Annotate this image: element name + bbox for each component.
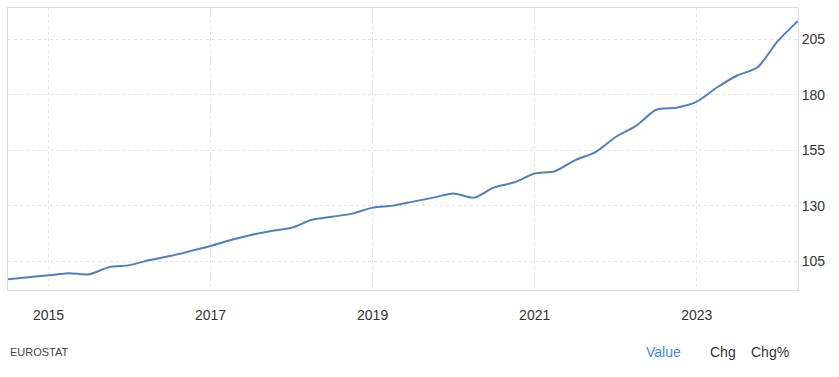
svg-text:2019: 2019 (357, 307, 388, 323)
svg-text:Chg%: Chg% (751, 344, 789, 360)
svg-text:2017: 2017 (195, 307, 226, 323)
svg-text:155: 155 (802, 142, 826, 158)
svg-text:105: 105 (802, 253, 826, 269)
svg-text:2023: 2023 (681, 307, 712, 323)
svg-text:Chg: Chg (710, 344, 736, 360)
svg-text:180: 180 (802, 87, 826, 103)
svg-text:2015: 2015 (33, 307, 64, 323)
svg-text:2021: 2021 (519, 307, 550, 323)
svg-text:205: 205 (802, 31, 826, 47)
svg-text:130: 130 (802, 198, 826, 214)
svg-text:Value: Value (646, 344, 681, 360)
svg-text:EUROSTAT: EUROSTAT (10, 346, 69, 358)
